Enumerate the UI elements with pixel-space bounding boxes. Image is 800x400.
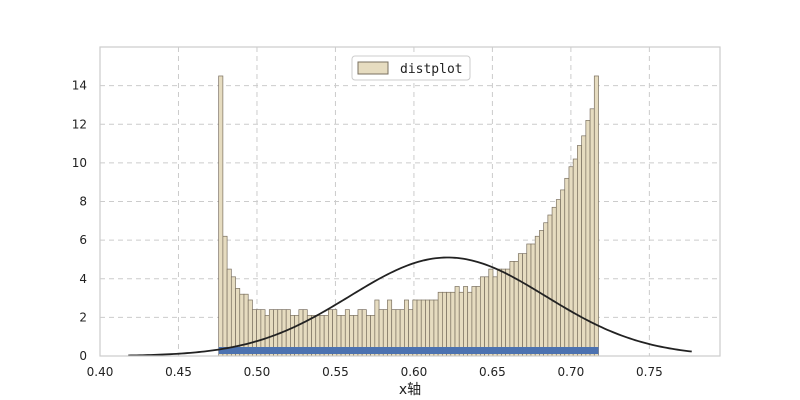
y-tick-label: 0 xyxy=(79,349,87,363)
histogram-bar xyxy=(526,243,532,357)
histogram-bar xyxy=(543,222,549,357)
histogram-bar xyxy=(442,291,447,357)
x-ticks: 0.40 0.45 0.50 0.55 0.60 0.65 0.70 0.75 xyxy=(87,365,663,379)
histogram-bar xyxy=(239,293,245,357)
legend: distplot xyxy=(351,55,471,81)
histogram-bar xyxy=(475,286,481,357)
histogram-bar xyxy=(222,235,228,357)
x-tick-label: 0.75 xyxy=(636,365,663,379)
legend-label: distplot xyxy=(400,62,463,77)
y-ticks: 0 2 4 6 8 10 12 14 xyxy=(72,79,87,363)
histogram-bar xyxy=(517,253,523,357)
histogram-bar xyxy=(593,75,599,357)
y-tick-label: 4 xyxy=(79,272,87,286)
histogram-bar xyxy=(488,268,494,357)
rug-bar xyxy=(218,347,599,354)
histogram-bar xyxy=(450,291,456,357)
histogram-bar xyxy=(522,253,528,357)
y-tick-label: 12 xyxy=(72,117,87,131)
histogram-bar xyxy=(492,276,498,357)
histogram-bar xyxy=(555,199,561,357)
histogram-bar xyxy=(479,276,485,357)
histogram-bar xyxy=(467,291,473,357)
y-tick-label: 10 xyxy=(72,156,87,170)
x-tick-label: 0.70 xyxy=(558,365,585,379)
histogram-bar xyxy=(463,286,469,357)
x-tick-label: 0.45 xyxy=(165,365,192,379)
histogram-bar xyxy=(568,166,574,357)
plot-frame xyxy=(99,46,721,357)
histogram-bar xyxy=(547,214,553,357)
histogram-bar xyxy=(572,158,578,357)
x-tick-label: 0.65 xyxy=(479,365,506,379)
histogram-bar xyxy=(230,276,236,357)
x-tick-label: 0.55 xyxy=(322,365,349,379)
histogram-bar xyxy=(446,291,452,357)
histogram-bar xyxy=(560,189,566,357)
x-tick-label: 0.50 xyxy=(244,365,271,379)
y-tick-label: 2 xyxy=(79,310,87,324)
histogram-bars xyxy=(218,75,599,357)
y-tick-label: 8 xyxy=(79,195,87,209)
histogram-bar xyxy=(471,286,477,357)
histogram-bar xyxy=(589,108,595,357)
histogram-bar xyxy=(551,206,557,357)
y-tick-label: 6 xyxy=(79,233,87,247)
legend-swatch xyxy=(357,61,389,75)
histogram-bar xyxy=(513,261,519,357)
histogram-bar xyxy=(484,276,490,357)
histogram-bar xyxy=(564,177,570,357)
histogram-bar xyxy=(534,235,540,357)
histogram-bar xyxy=(226,268,232,357)
fit-curve xyxy=(128,256,692,357)
histogram-bar xyxy=(218,75,224,357)
histogram-bar xyxy=(243,293,249,357)
histogram-bar xyxy=(581,135,587,357)
x-axis-label: x轴 xyxy=(399,382,421,398)
histogram-bar xyxy=(496,268,502,357)
histogram-bar xyxy=(437,291,443,357)
histogram-bar xyxy=(577,145,582,357)
histogram-bar xyxy=(458,291,464,357)
histogram-bar xyxy=(530,243,536,357)
histogram-bar xyxy=(501,268,507,357)
histogram-bar xyxy=(454,286,460,357)
y-tick-label: 14 xyxy=(72,79,87,93)
x-tick-label: 0.60 xyxy=(401,365,428,379)
x-tick-label: 0.40 xyxy=(87,365,114,379)
histogram-bar xyxy=(505,268,511,357)
